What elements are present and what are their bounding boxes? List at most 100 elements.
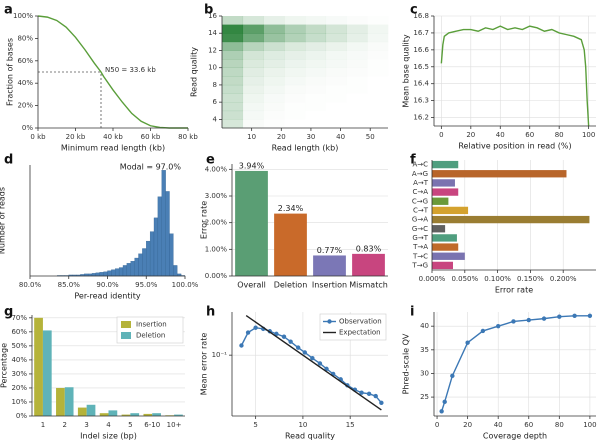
panel-label: i — [410, 305, 414, 320]
x-tick-label: 0 — [435, 421, 439, 429]
y-tick-label: T→C — [412, 252, 428, 260]
heat-cell — [346, 33, 368, 43]
x-tick-label: 90.0% — [96, 281, 119, 289]
heat-cell — [242, 50, 264, 60]
heat-cell — [305, 59, 327, 68]
heat-cell — [367, 76, 388, 85]
heat-cell — [367, 50, 388, 59]
heat-cell — [347, 94, 368, 103]
y-tick-label: T→A — [412, 243, 428, 251]
x-tick-label: 40 kb — [103, 133, 123, 141]
bar — [77, 407, 87, 416]
heat-cell — [284, 94, 305, 103]
heat-cell — [325, 24, 347, 34]
heat-cell — [284, 50, 306, 60]
legend-swatch — [121, 332, 131, 339]
y-tick-label: 60% — [17, 57, 33, 65]
x-axis-label: Minimum read length (kb) — [61, 144, 165, 153]
heat-cell — [367, 85, 388, 94]
heat-cell — [284, 16, 306, 25]
legend-label: Expectation — [339, 329, 381, 337]
heat-cell — [347, 76, 368, 85]
y-axis-label: Mean error rate — [200, 333, 209, 396]
heat-cell — [367, 102, 388, 111]
heat-cell — [263, 84, 285, 94]
heat-cell — [242, 67, 264, 77]
bar — [432, 225, 446, 233]
bar — [86, 404, 96, 416]
hist-bar — [111, 269, 116, 277]
point — [557, 314, 562, 319]
heat-cell — [367, 42, 388, 51]
x-tick-label: 4 — [106, 421, 111, 429]
y-tick-label: 1.00% — [205, 245, 228, 253]
heat-cell — [242, 102, 264, 112]
heat-cell — [284, 102, 305, 111]
bar — [174, 414, 183, 416]
point — [239, 343, 244, 348]
heat-cell — [263, 76, 285, 86]
point — [480, 328, 486, 334]
y-tick-label: G→T — [412, 234, 428, 242]
y-axis-label: Phred-scale QV — [402, 333, 411, 394]
y-tick-label: 8 — [213, 81, 217, 89]
point — [295, 345, 301, 350]
x-tick-label: 40 — [336, 133, 345, 141]
point — [373, 393, 378, 399]
heat-cell — [222, 84, 244, 94]
panel-label: d — [4, 153, 13, 168]
y-tick-label: 2.00% — [205, 219, 228, 227]
y-tick-label: 20% — [11, 384, 27, 392]
x-tick-label: 20 — [466, 131, 475, 139]
bar — [432, 243, 459, 251]
y-tick-label: 6 — [213, 98, 218, 106]
bar — [130, 413, 140, 416]
heat-cell — [305, 16, 327, 25]
legend-swatch — [327, 319, 332, 324]
hist-bar — [157, 196, 162, 277]
x-tick-label: 3 — [84, 421, 88, 429]
heat-cell — [325, 50, 347, 60]
heat-cell — [305, 85, 326, 94]
y-tick-label: 80% — [17, 34, 33, 42]
heat-cell — [346, 24, 368, 34]
panel-label: b — [204, 3, 213, 18]
x-tick-label: 50 — [366, 133, 375, 141]
bar — [432, 197, 449, 205]
heat-cell — [242, 76, 264, 86]
heat-cell — [263, 50, 285, 60]
panel-label: a — [4, 3, 13, 18]
x-tick-label: 80.0% — [19, 281, 42, 289]
y-tick-label: 40 — [420, 322, 429, 330]
x-tick-label: 40 — [496, 131, 505, 139]
y-tick-label: 16.3 — [413, 97, 429, 105]
heat-cell — [284, 41, 306, 51]
y-tick-label: A→T — [413, 179, 429, 187]
point — [324, 366, 329, 372]
x-tick-label: 60 — [525, 131, 534, 139]
heat-cell — [222, 76, 244, 86]
panel-label: c — [410, 3, 418, 18]
bar — [432, 261, 453, 270]
heat-cell — [284, 111, 305, 120]
heat-cell — [347, 119, 368, 128]
bar — [64, 387, 74, 416]
heat-cell — [325, 59, 347, 68]
panel-label: g — [4, 305, 13, 320]
y-tick-label: 40% — [11, 356, 27, 364]
heat-cell — [222, 50, 244, 60]
y-tick-label: A→C — [412, 161, 428, 169]
panel-label: f — [410, 153, 416, 168]
point — [495, 323, 501, 329]
x-tick-label: 2 — [63, 421, 67, 429]
bar — [99, 413, 109, 416]
y-tick-label: 4 — [213, 115, 218, 123]
heat-cell — [284, 24, 306, 34]
heat-cell — [367, 111, 388, 120]
heat-cell — [326, 94, 347, 103]
heat-cell — [222, 67, 244, 77]
y-tick-label: 30% — [11, 370, 27, 378]
x-tick-label: 85.0% — [58, 281, 81, 289]
point — [302, 350, 307, 355]
x-tick-label: 0.150% — [517, 275, 544, 283]
